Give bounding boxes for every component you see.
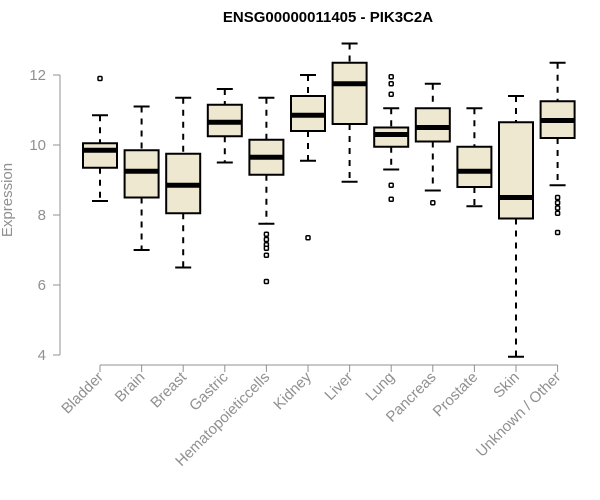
y-tick-label: 4 — [38, 347, 46, 364]
y-tick-label: 8 — [38, 207, 46, 224]
outlier-point — [554, 205, 561, 211]
outlier-point — [554, 210, 561, 216]
box-prostate — [456, 107, 493, 208]
x-tick-label: Liver — [321, 369, 356, 404]
x-tick-label: Breast — [147, 368, 190, 411]
outlier-point — [388, 196, 394, 202]
outlier-point — [263, 245, 270, 251]
x-tick-label: Lung — [362, 369, 398, 405]
outlier-point — [97, 75, 103, 82]
box-brain — [123, 105, 160, 251]
x-tick-label: Bladder — [58, 369, 107, 418]
iqr-box — [414, 107, 451, 143]
box-kidney — [290, 74, 326, 241]
outlier-point — [388, 182, 394, 188]
iqr-box — [498, 121, 534, 220]
axes: 4 6 8 10 12 — [29, 67, 559, 372]
iqr-box — [373, 126, 410, 148]
iqr-box — [456, 145, 493, 188]
outlier-point — [263, 252, 270, 258]
outlier-point — [388, 81, 394, 87]
outlier-point — [554, 194, 561, 201]
box-unknown-other — [539, 61, 576, 236]
outlier-point — [430, 200, 436, 206]
iqr-box — [123, 149, 160, 199]
box-breast — [165, 96, 202, 269]
iqr-box — [82, 142, 118, 169]
x-tick-label: Skin — [490, 369, 523, 402]
outlier-point — [554, 200, 561, 206]
box-bladder — [82, 75, 118, 202]
box-gastric — [206, 88, 243, 164]
chart-title: ENSG00000011405 - PIK3C2A — [223, 9, 433, 26]
y-tick-label: 6 — [38, 277, 46, 294]
iqr-box — [331, 61, 368, 125]
box-skin — [498, 95, 534, 358]
y-tick-label: 10 — [29, 137, 46, 154]
x-tick-label: Kidney — [270, 368, 315, 413]
outlier-point — [263, 236, 270, 243]
y-tick-label: 12 — [29, 67, 46, 84]
x-tick-label: Prostate — [430, 369, 482, 421]
outlier-point — [305, 235, 311, 241]
box-pancreas — [414, 82, 451, 206]
boxes — [82, 42, 576, 358]
box-liver — [331, 42, 368, 183]
outlier-point — [263, 278, 270, 285]
x-tick-labels: Bladder BrainBreastGastricHematopoieticce… — [58, 368, 564, 470]
box-hematopoietic-cells — [248, 96, 285, 285]
box-lung — [373, 74, 410, 202]
outlier-point — [554, 229, 561, 236]
y-axis-label: Expression — [0, 163, 16, 237]
outlier-point — [263, 231, 270, 237]
outlier-point — [388, 91, 394, 97]
outlier-point — [388, 74, 394, 80]
x-tick-label: Brain — [112, 369, 149, 406]
